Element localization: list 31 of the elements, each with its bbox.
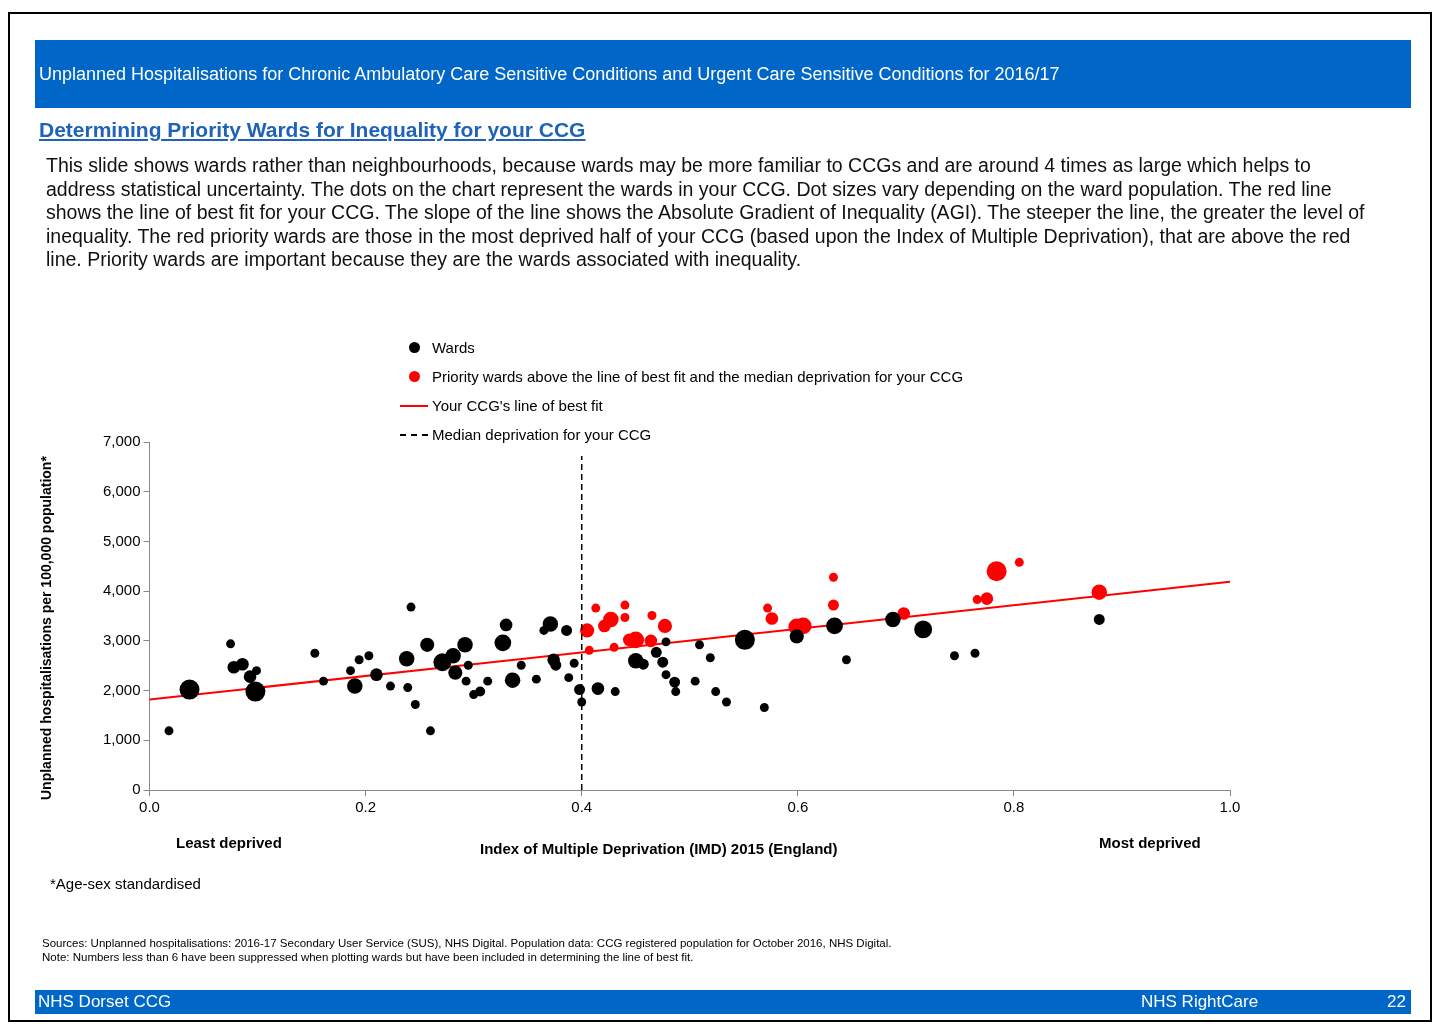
x-tick-label: 1.0 (1219, 798, 1241, 816)
source-note: Sources: Unplanned hospitalisations: 2016-17 Secondary User Service (SUS), NHS Digital. Population data: CCG registered population for October 2016, NHS Digital. (42, 937, 892, 949)
legend-label: Priority wards above the line of best fit and the median deprivation for your CCG (432, 368, 964, 385)
y-axis-title: Unplanned hospitalisations per 100,000 population* (38, 456, 54, 800)
y-tick-label: 5,000 (102, 531, 141, 549)
text: Note: Numbers less than 6 have been suppressed when plotting wards but have been included in determining the line of best fit. (42, 951, 694, 963)
text: Least deprived (176, 834, 282, 851)
y-tick-label: 6,000 (102, 481, 141, 499)
x-tick-label: 0.2 (355, 798, 377, 816)
y-tick-label: 4,000 (102, 581, 141, 599)
legend-label: Your CCG's line of best fit (432, 397, 603, 414)
y-tick-label: 1,000 (102, 730, 141, 748)
text: NHS RightCare (1141, 992, 1259, 1012)
text: NHS Dorset CCG (38, 992, 172, 1012)
x-tick-label: 0.0 (139, 798, 160, 816)
legend-label: Wards (432, 339, 475, 356)
y-tick-label: 3,000 (102, 631, 141, 648)
text: Most deprived (1099, 834, 1201, 851)
y-tick-label: 0 (132, 780, 141, 798)
x-tick-label: 0.6 (787, 798, 809, 816)
x-tick-label: 0.8 (1003, 798, 1025, 816)
text: 22 (1387, 992, 1406, 1012)
y-tick-label: 7,000 (102, 432, 141, 450)
legend-label: Median deprivation for your CCG (432, 426, 652, 443)
x-axis-title: Index of Multiple Deprivation (IMD) 2015 (England) (480, 840, 838, 857)
chart-title: Unplanned Hospitalisations for Chronic Ambulatory Care Sensitive Conditions and Urgent Care Sensitive Conditions for 2016/17 (35, 40, 1411, 108)
text: *Age-sex standardised (50, 875, 201, 892)
chart-subtitle: Determining Priority Wards for Inequality for your CCG (39, 118, 586, 142)
text: This slide shows wards rather than neighbourhoods, because wards may be more familiar to CCGs and are around 4 times as large which helps to address statistical uncertainty. The dots on the chart represent the wards in your CCG. Dot sizes vary depending on the ward population. The red line shows the line of best fit for your CCG. The slope of the line shows the Absolute Gradient of Inequality (AGI). The steeper the line, the greater the level of inequality. The red priority wards are those in the most deprived half of your CCG (based upon the Index of Multiple Deprivation), that are above the red line. Priority wards are important because they are the wards associated with inequality. (46, 154, 1366, 272)
y-tick-label: 2,000 (102, 680, 141, 698)
x-tick-label: 0.4 (571, 798, 593, 816)
